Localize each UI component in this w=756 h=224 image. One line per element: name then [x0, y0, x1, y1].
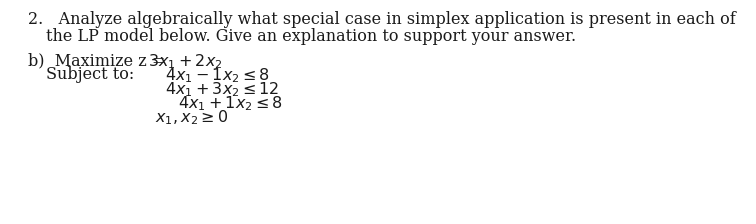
Text: $3x_1 + 2x_2$: $3x_1 + 2x_2$	[148, 52, 222, 71]
Text: 2.   Analyze algebraically what special case in simplex application is present i: 2. Analyze algebraically what special ca…	[28, 11, 736, 28]
Text: the LP model below. Give an explanation to support your answer.: the LP model below. Give an explanation …	[46, 28, 576, 45]
Text: $4x_1 + 1x_2 \leq 8$: $4x_1 + 1x_2 \leq 8$	[178, 94, 283, 113]
Text: $x_1, x_2 \geq 0$: $x_1, x_2 \geq 0$	[155, 108, 228, 127]
Text: $4x_1 - 1x_2 \leq 8$: $4x_1 - 1x_2 \leq 8$	[165, 66, 270, 85]
Text: b)  Maximize z =: b) Maximize z =	[28, 52, 171, 69]
Text: Subject to:: Subject to:	[46, 66, 135, 83]
Text: $4x_1 + 3x_2 \leq 12$: $4x_1 + 3x_2 \leq 12$	[165, 80, 280, 99]
